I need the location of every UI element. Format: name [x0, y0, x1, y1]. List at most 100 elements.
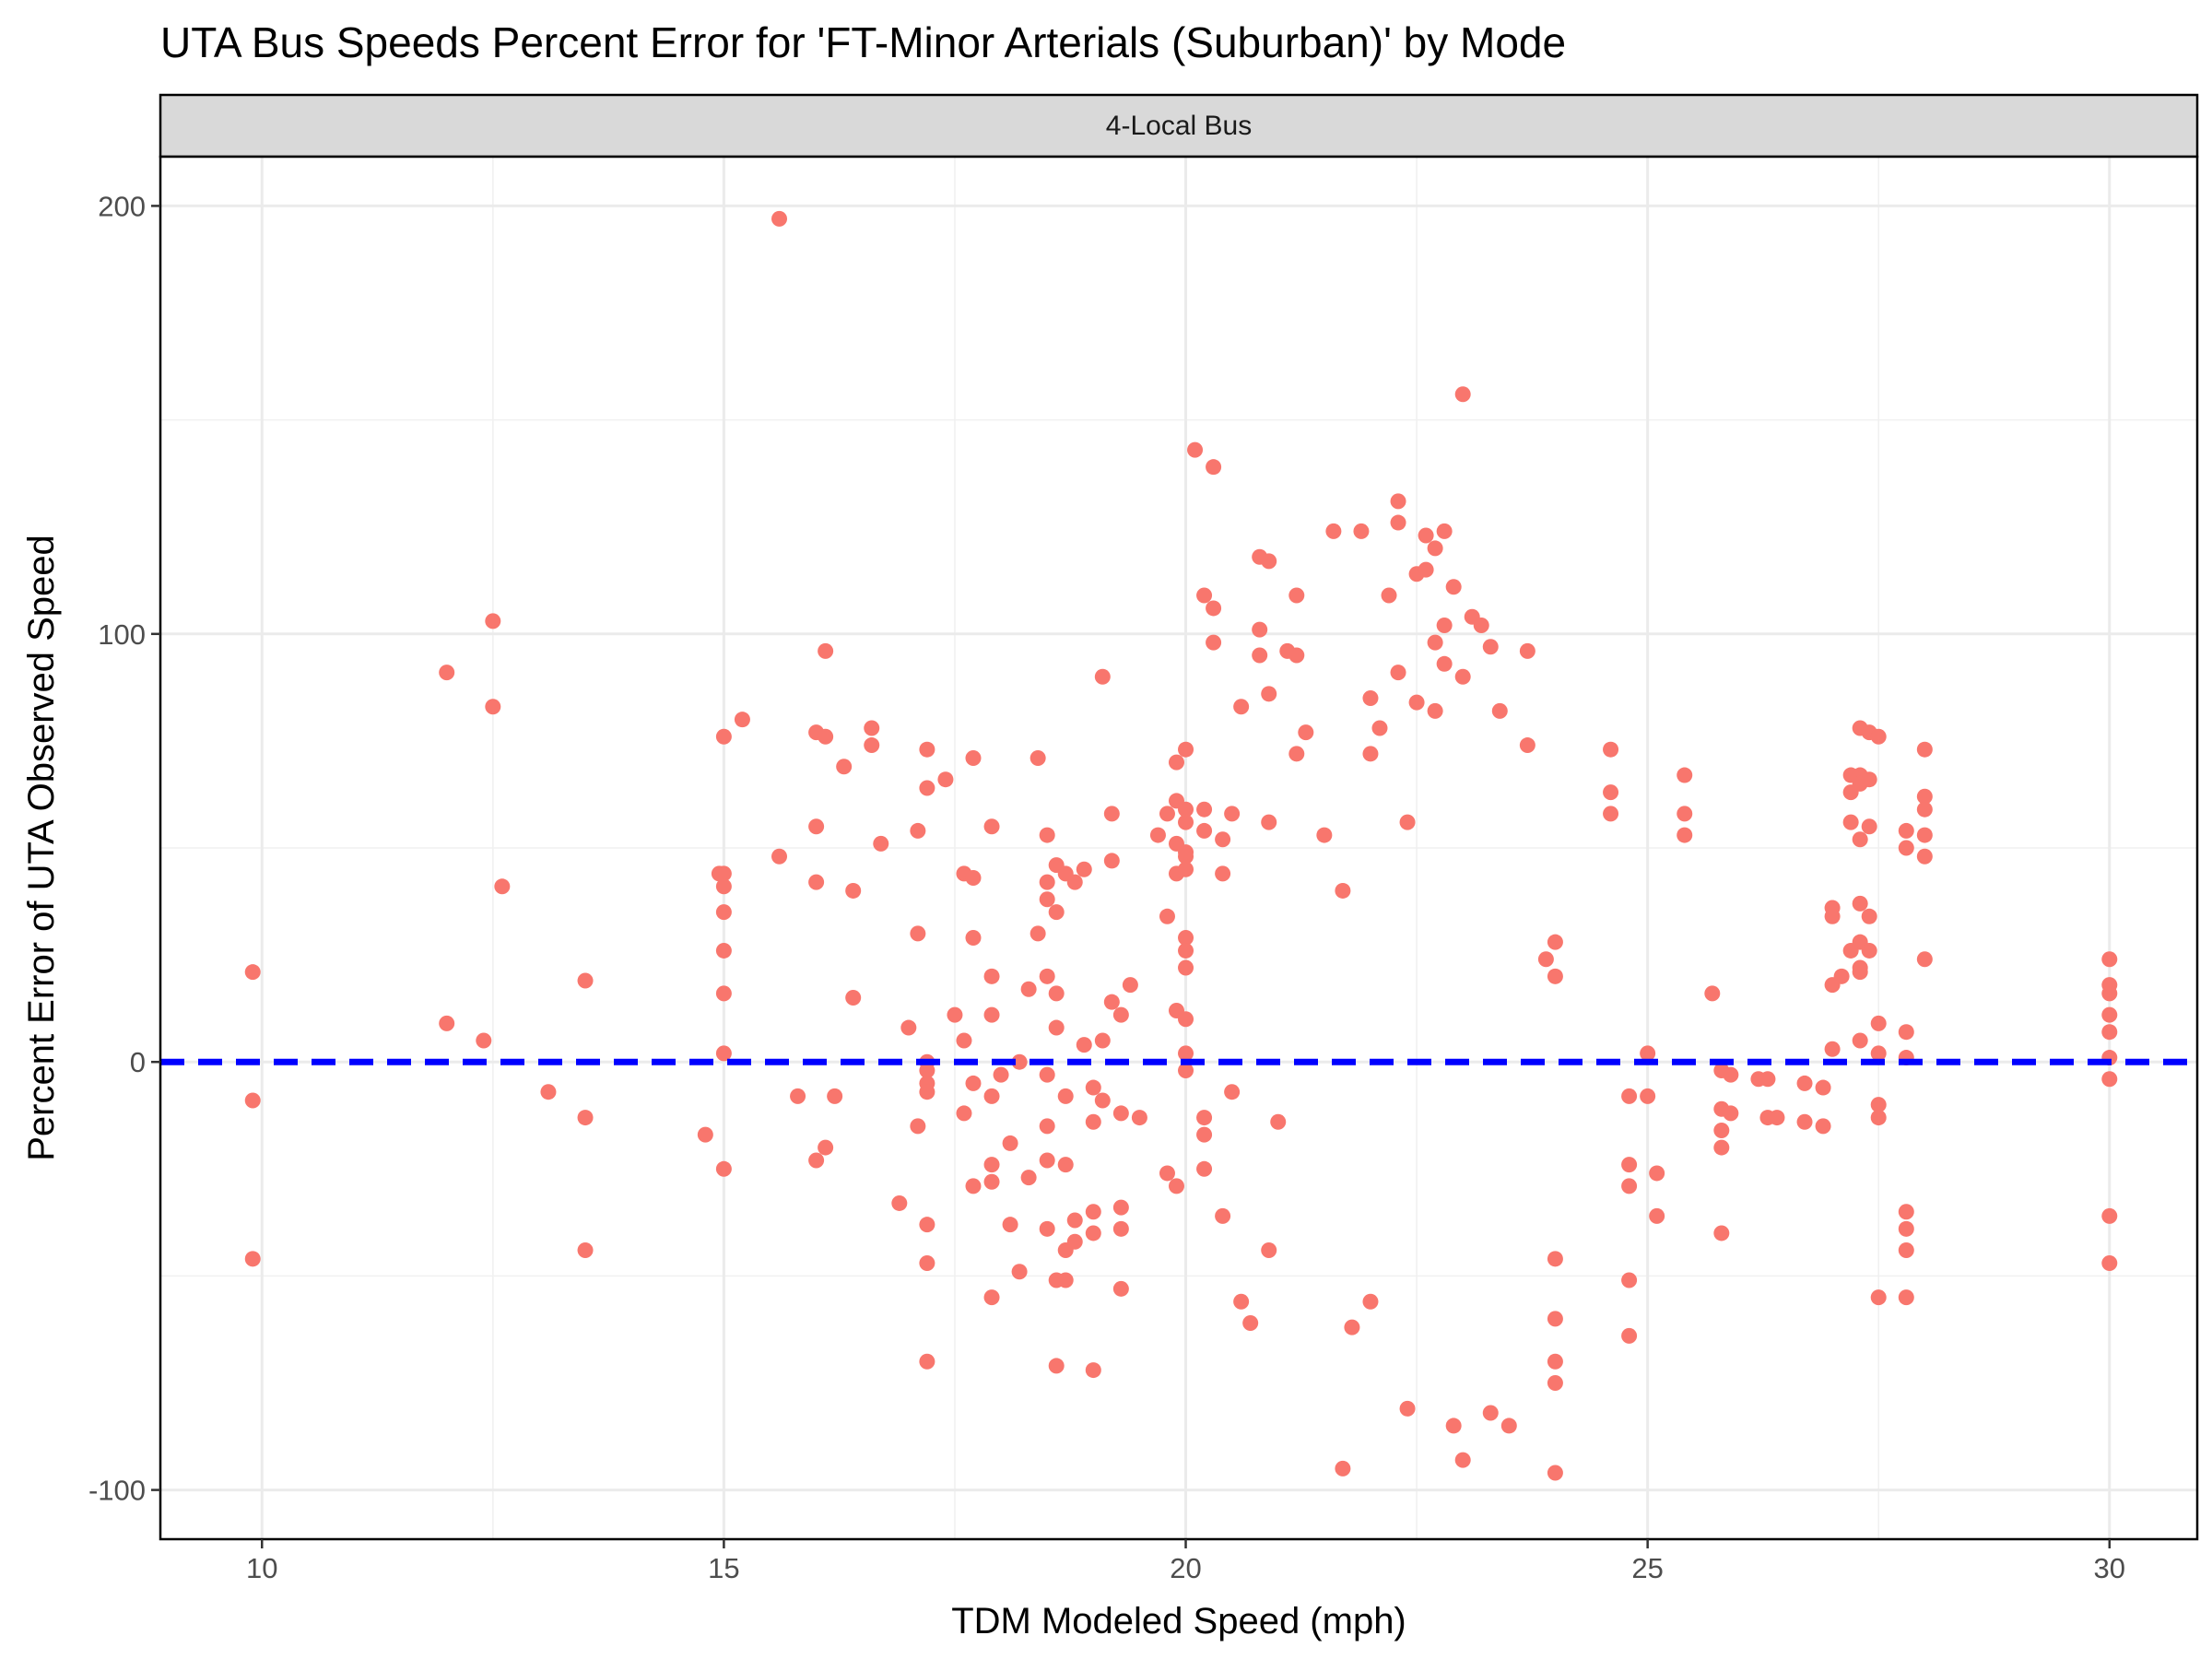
data-point — [1815, 1079, 1831, 1096]
data-point — [1261, 814, 1277, 830]
data-point — [864, 737, 880, 754]
data-point — [1473, 618, 1489, 634]
major-grid — [160, 157, 2197, 1539]
data-point — [1261, 686, 1277, 702]
data-point — [2101, 1006, 2118, 1023]
data-point — [1852, 895, 1868, 912]
data-point — [1316, 827, 1333, 843]
data-point — [845, 882, 862, 899]
data-point — [919, 1084, 935, 1100]
data-point — [1916, 827, 1933, 843]
data-point — [827, 1088, 843, 1104]
data-point — [1353, 523, 1370, 539]
data-point — [1381, 587, 1397, 604]
data-point — [1418, 527, 1434, 544]
data-point — [715, 904, 732, 921]
data-point — [818, 642, 834, 659]
data-point — [1039, 1118, 1055, 1135]
data-point — [1898, 1204, 1914, 1220]
data-point — [1196, 1110, 1213, 1126]
data-point — [1898, 1024, 1914, 1041]
data-point — [808, 874, 825, 890]
data-point — [1103, 994, 1120, 1010]
data-point — [1085, 1225, 1101, 1241]
data-point — [1020, 981, 1037, 997]
data-point — [919, 1062, 935, 1078]
x-tick-label: 25 — [1631, 1552, 1663, 1584]
data-point — [1076, 861, 1092, 877]
data-point — [1861, 908, 1877, 924]
data-point — [1335, 1460, 1351, 1477]
data-point — [1242, 1314, 1259, 1331]
data-point — [715, 728, 732, 745]
data-point — [1445, 579, 1462, 595]
data-point — [983, 1157, 1000, 1173]
data-point — [1898, 1242, 1914, 1259]
data-point — [577, 1242, 594, 1259]
data-point — [1723, 1066, 1739, 1083]
data-point — [1085, 1079, 1101, 1096]
data-point — [1621, 1088, 1638, 1104]
data-point — [1603, 806, 1619, 822]
data-point — [1039, 968, 1055, 984]
data-point — [1039, 1066, 1055, 1083]
data-point — [1030, 925, 1046, 942]
data-point — [540, 1084, 557, 1100]
data-point — [1159, 806, 1175, 822]
data-point — [1371, 720, 1388, 736]
data-point — [1196, 1126, 1213, 1143]
data-point — [1454, 1452, 1471, 1468]
data-point — [1704, 985, 1721, 1002]
data-point — [965, 749, 982, 766]
data-point — [771, 848, 788, 865]
data-point — [439, 665, 455, 681]
data-point — [1039, 1152, 1055, 1169]
data-point — [1215, 831, 1231, 848]
data-point — [1187, 441, 1204, 458]
data-point — [1547, 1374, 1563, 1391]
data-point — [1196, 587, 1213, 604]
data-point — [2101, 1024, 2118, 1041]
data-point — [1870, 1015, 1887, 1031]
data-point — [1085, 1113, 1101, 1130]
data-point — [1178, 959, 1194, 976]
data-point — [1039, 874, 1055, 890]
data-point — [1057, 1157, 1074, 1173]
y-axis: -100 0 100 200 — [88, 190, 160, 1507]
data-point — [1713, 1139, 1730, 1156]
data-point — [1870, 1045, 1887, 1062]
data-point — [1916, 848, 1933, 865]
data-point — [1713, 1123, 1730, 1139]
y-tick-label: 0 — [130, 1046, 146, 1078]
data-point — [1759, 1071, 1776, 1088]
data-point — [1362, 1293, 1379, 1310]
data-point — [244, 964, 261, 981]
data-point — [1261, 553, 1277, 570]
data-point — [1898, 822, 1914, 839]
data-point — [1085, 1362, 1101, 1379]
data-point — [1916, 801, 1933, 818]
data-point — [485, 613, 501, 629]
x-axis: 10 15 20 25 30 — [246, 1539, 2125, 1584]
data-point — [1547, 1311, 1563, 1327]
data-point — [1649, 1207, 1665, 1224]
data-point — [577, 1110, 594, 1126]
data-point — [244, 1251, 261, 1267]
data-point — [1206, 459, 1222, 476]
data-point — [1344, 1319, 1360, 1335]
data-point — [1436, 618, 1453, 634]
data-point — [1196, 822, 1213, 839]
data-point — [818, 728, 834, 745]
data-point — [1206, 634, 1222, 651]
data-point — [1603, 741, 1619, 758]
data-point — [965, 1075, 982, 1091]
data-point — [1390, 514, 1406, 531]
data-point — [1898, 840, 1914, 856]
data-point — [864, 720, 880, 736]
data-point — [993, 1066, 1009, 1083]
data-point — [1057, 1088, 1074, 1104]
data-point — [1206, 600, 1222, 617]
data-point — [983, 1006, 1000, 1023]
data-point — [1159, 1165, 1175, 1182]
